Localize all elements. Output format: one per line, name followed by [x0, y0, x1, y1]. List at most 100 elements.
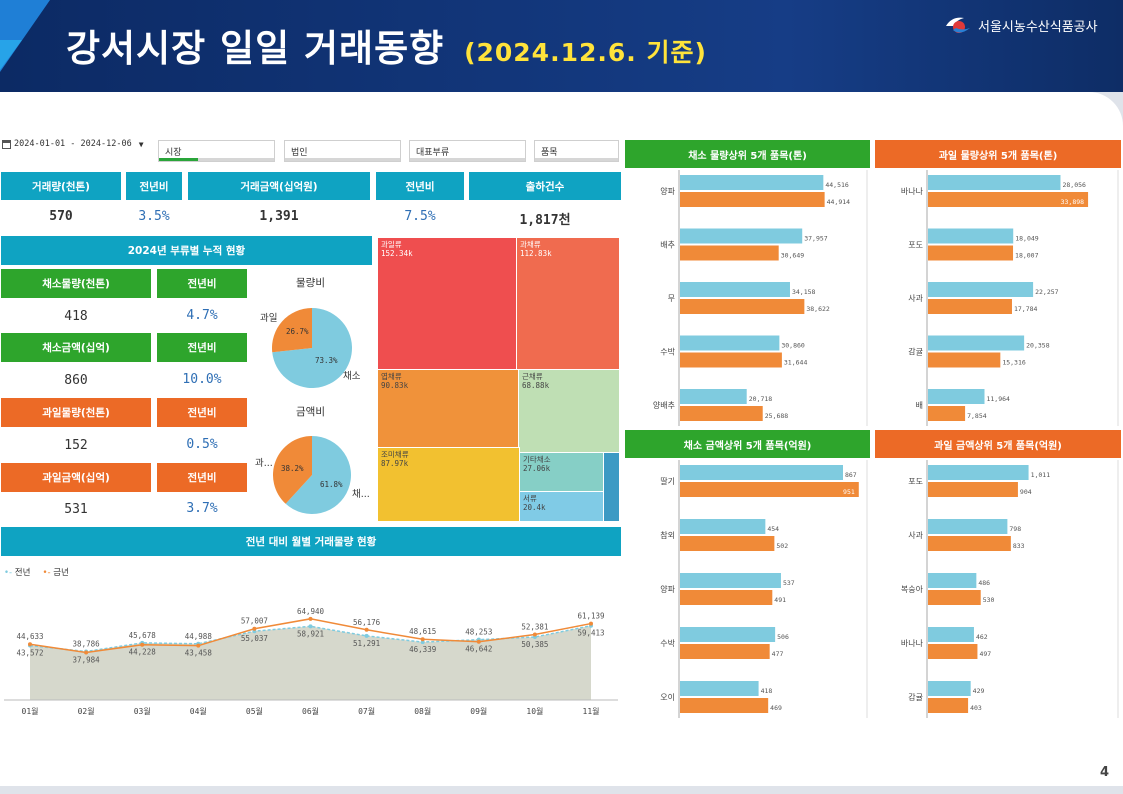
bar-curr[interactable] [680, 299, 805, 314]
bar-prev[interactable] [928, 627, 974, 642]
treemap-cell[interactable]: 기타채소 27.06k [519, 452, 604, 492]
bar-curr[interactable] [928, 192, 1089, 207]
bar-category-label: 배 [916, 401, 923, 410]
category-filter-label: 대표부류 [416, 148, 450, 158]
bar-prev[interactable] [928, 228, 1014, 244]
monthly-point-prev[interactable] [308, 624, 313, 629]
bar-curr[interactable] [680, 352, 782, 368]
bar-curr[interactable] [680, 406, 763, 421]
bar-prev[interactable] [680, 228, 803, 244]
market-filter[interactable]: 시장 [158, 140, 275, 162]
monthly-point-curr[interactable] [420, 637, 425, 642]
bar-curr[interactable] [928, 245, 1014, 261]
bar-prev[interactable] [928, 573, 977, 588]
monthly-point-curr[interactable] [364, 627, 369, 632]
bar-prev[interactable] [928, 519, 1008, 534]
veg-volume-header: 채소물량(천톤) [1, 269, 151, 298]
bar-curr[interactable] [928, 644, 978, 659]
treemap-cell[interactable]: 조미채류 87.97k [377, 447, 520, 522]
monthly-point-curr[interactable] [532, 632, 537, 637]
category-filter[interactable]: 대표부류 [409, 140, 526, 162]
item-filter[interactable]: 품목 [534, 140, 619, 162]
bar-prev[interactable] [680, 389, 747, 404]
legend-prev[interactable]: •- 전년 [4, 568, 31, 578]
bar-prev[interactable] [928, 335, 1025, 351]
bar-label-prev: 537 [783, 579, 795, 587]
bar-prev[interactable] [928, 681, 971, 696]
legend-prev-label: 전년 [14, 568, 31, 578]
corp-filter[interactable]: 법인 [284, 140, 401, 162]
page-title-text: 강서시장 일일 거래동향 [66, 27, 445, 70]
treemap-cell-value: 90.83k [381, 381, 409, 390]
bar-prev[interactable] [680, 282, 790, 297]
bar-prev[interactable] [680, 681, 759, 696]
monthly-x-tick: 08월 [414, 706, 431, 716]
bar-category-label: 사과 [908, 531, 923, 540]
treemap-cell[interactable]: 서류 20.4k [519, 491, 604, 522]
monthly-point-curr[interactable] [308, 616, 313, 621]
bar-curr[interactable] [928, 352, 1001, 368]
monthly-point-curr[interactable] [476, 639, 481, 644]
bar-curr[interactable] [928, 482, 1018, 497]
bar-curr[interactable] [680, 590, 773, 605]
bar-label-prev: 798 [1009, 525, 1021, 533]
page-title-date: (2024.12.6. 기준) [464, 38, 707, 67]
monthly-point-curr[interactable] [196, 643, 201, 648]
bar-prev[interactable] [680, 465, 843, 480]
fruit-amount-yoy-value: 3.7% [186, 501, 218, 516]
monthly-x-tick: 01월 [22, 706, 39, 716]
bar-label-curr: 17,784 [1014, 305, 1038, 313]
bar-prev[interactable] [680, 175, 824, 190]
volume-pie-veg-label: 채소 [343, 371, 361, 382]
bar-curr[interactable] [928, 299, 1012, 314]
bar-curr[interactable] [928, 406, 966, 421]
bar-curr[interactable] [680, 482, 859, 497]
org-name: 서울시농수산식품공사 [978, 19, 1098, 35]
bar-curr[interactable] [680, 698, 769, 713]
bar-curr[interactable] [680, 644, 770, 659]
bar-prev[interactable] [680, 627, 776, 642]
bar-prev[interactable] [928, 175, 1061, 190]
volume-pie-fruit-pct: 26.7% [286, 327, 309, 336]
bar-prev[interactable] [928, 389, 985, 404]
treemap-cell-name: 근채류 [522, 372, 543, 381]
treemap-cell-small[interactable] [603, 452, 620, 522]
bar-label-curr: 25,688 [765, 412, 789, 420]
amount-pie-veg-slice [285, 436, 351, 514]
treemap-cell-name: 엽채류 [381, 372, 402, 381]
monthly-point-curr[interactable] [84, 650, 89, 655]
bar-label-curr: 30,649 [781, 252, 805, 260]
monthly-point-curr[interactable] [589, 621, 593, 626]
bar-prev[interactable] [928, 465, 1029, 480]
bar-curr[interactable] [680, 536, 775, 551]
bar-curr[interactable] [680, 192, 825, 207]
treemap-cell[interactable]: 과채류 112.83k [516, 237, 620, 370]
bar-curr[interactable] [680, 245, 779, 261]
monthly-point-curr[interactable] [140, 642, 145, 647]
bar-curr[interactable] [928, 590, 981, 605]
bar-prev[interactable] [928, 282, 1034, 297]
item-filter-bar [535, 158, 618, 161]
treemap-cell[interactable]: 과일류 152.34k [377, 237, 517, 370]
bar-prev[interactable] [680, 335, 780, 351]
kpi-amount-value: 1,391 [259, 209, 299, 224]
monthly-point-curr[interactable] [252, 626, 257, 631]
monthly-x-tick: 02월 [78, 706, 95, 716]
bar-prev[interactable] [680, 519, 766, 534]
bar-curr[interactable] [928, 536, 1011, 551]
fruit-amount-value: 531 [64, 502, 88, 517]
date-range-picker[interactable]: 2024-01-01 - 2024-12-06 ▼ [2, 139, 144, 149]
bar-label-prev: 37,957 [804, 235, 828, 243]
monthly-point-prev[interactable] [364, 633, 369, 638]
market-filter-label: 시장 [165, 148, 182, 158]
fruit-volume-top5-title: 과일 물량상위 5개 품목(톤) [875, 140, 1121, 168]
bar-prev[interactable] [680, 573, 781, 588]
volume-pie-fruit-slice [272, 308, 312, 353]
monthly-point-prev[interactable] [420, 640, 425, 645]
monthly-point-curr[interactable] [28, 642, 32, 647]
legend-curr[interactable]: •- 금년 [42, 568, 69, 578]
treemap-cell[interactable]: 근채류 68.88k [518, 369, 620, 453]
treemap-cell[interactable]: 엽채류 90.83k [377, 369, 519, 448]
bar-label-prev: 454 [767, 525, 779, 533]
bar-curr[interactable] [928, 698, 969, 713]
